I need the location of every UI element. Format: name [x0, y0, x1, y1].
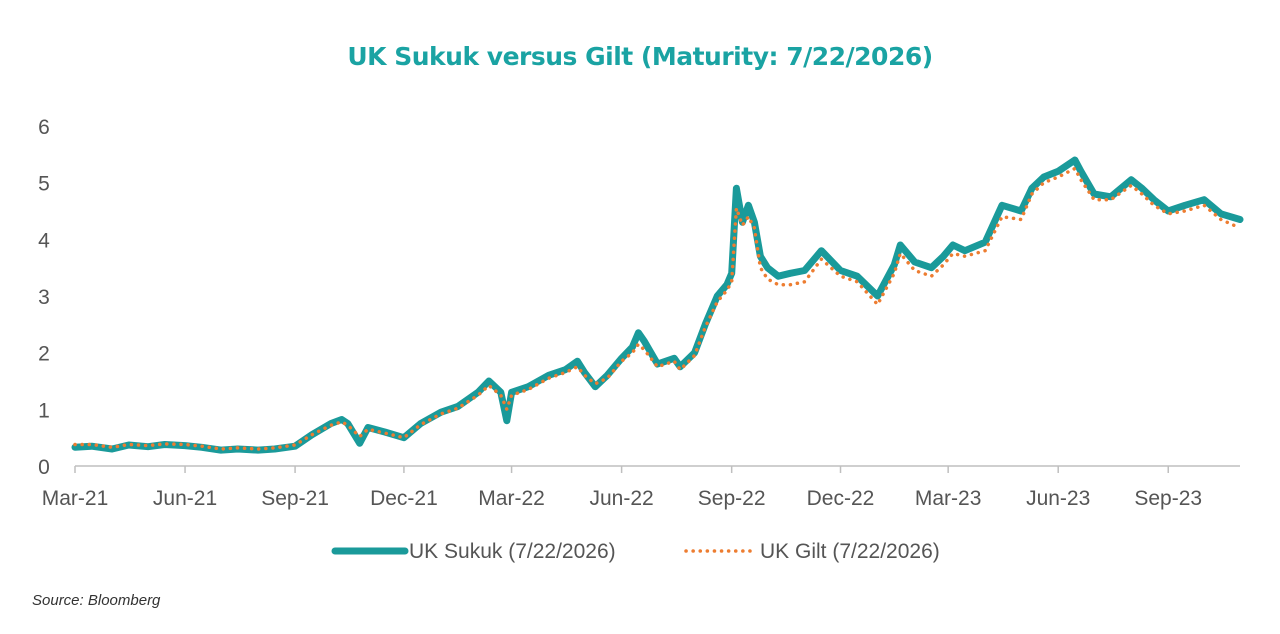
legend: UK Sukuk (7/22/2026) UK Gilt (7/22/2026) — [331, 540, 940, 563]
plot-area — [71, 156, 1244, 454]
x-tick-label: Sep-21 — [261, 487, 329, 510]
x-tick-label: Dec-22 — [807, 487, 875, 510]
chart-title: UK Sukuk versus Gilt (Maturity: 7/22/202… — [347, 42, 932, 71]
x-tick-label: Mar-22 — [478, 487, 545, 510]
x-tick-label: Jun-22 — [590, 487, 654, 510]
x-tick-label: Mar-23 — [915, 487, 982, 510]
source-note: Source: Bloomberg — [32, 592, 161, 609]
x-tick-label: Jun-21 — [153, 487, 217, 510]
y-tick-label: 0 — [38, 456, 50, 479]
series-line-uk-sukuk — [71, 156, 1244, 454]
legend-label-uk-sukuk: UK Sukuk (7/22/2026) — [409, 540, 616, 563]
x-tick-label: Dec-21 — [370, 487, 438, 510]
y-tick-label: 3 — [38, 286, 50, 309]
y-tick-label: 2 — [38, 343, 50, 366]
y-tick-label: 4 — [38, 229, 50, 252]
x-tick-label: Sep-23 — [1134, 487, 1202, 510]
series-line-uk-gilt — [73, 166, 1242, 451]
legend-label-uk-gilt: UK Gilt (7/22/2026) — [760, 540, 940, 563]
x-axis: Mar-21 Jun-21 Sep-21 Dec-21 Mar-22 Jun-22 Sep-… — [42, 465, 1240, 510]
x-tick-label: Sep-22 — [698, 487, 766, 510]
y-tick-label: 1 — [38, 399, 50, 422]
y-tick-label: 5 — [38, 173, 50, 196]
x-tick-label: Jun-23 — [1026, 487, 1090, 510]
x-tick-label: Mar-21 — [42, 487, 109, 510]
y-axis: 0 1 2 3 4 5 6 — [38, 116, 50, 479]
y-tick-label: 6 — [38, 116, 50, 139]
